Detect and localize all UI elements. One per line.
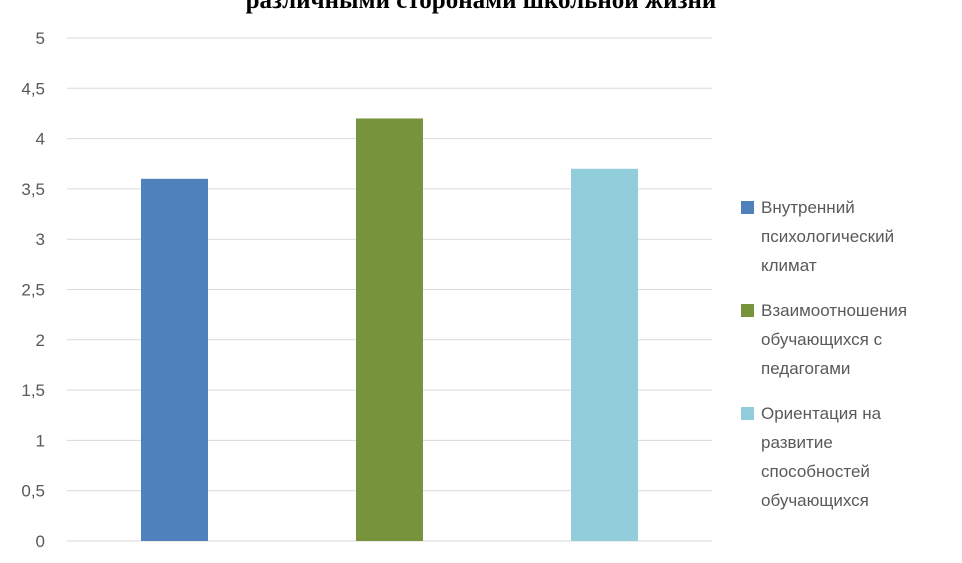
y-tick-label: 5 (36, 29, 45, 48)
y-tick-label: 3 (36, 230, 45, 249)
y-tick-label: 1,5 (21, 381, 45, 400)
y-tick-label: 0,5 (21, 482, 45, 501)
y-tick-label: 2 (36, 331, 45, 350)
legend-swatch (741, 407, 754, 420)
legend-swatch (741, 304, 754, 317)
legend-label: Взаимоотношения (761, 301, 907, 320)
y-tick-label: 2,5 (21, 281, 45, 300)
legend-swatch (741, 201, 754, 214)
bar (571, 169, 638, 541)
legend-label: климат (761, 256, 817, 275)
legend-label: психологический (761, 227, 894, 246)
bar (356, 118, 423, 541)
legend-label: обучающихся (761, 491, 869, 510)
y-tick-label: 0 (36, 532, 45, 551)
legend-label: обучающихся с (761, 330, 883, 349)
legend-label: Внутренний (761, 198, 855, 217)
legend-label: педагогами (761, 359, 850, 378)
legend-label: развитие (761, 433, 833, 452)
bar (141, 179, 208, 541)
y-tick-label: 4,5 (21, 79, 45, 98)
legend-label: способностей (761, 462, 870, 481)
y-tick-label: 4 (36, 130, 45, 149)
y-tick-label: 3,5 (21, 180, 45, 199)
legend-label: Ориентация на (761, 404, 882, 423)
y-tick-label: 1 (36, 431, 45, 450)
